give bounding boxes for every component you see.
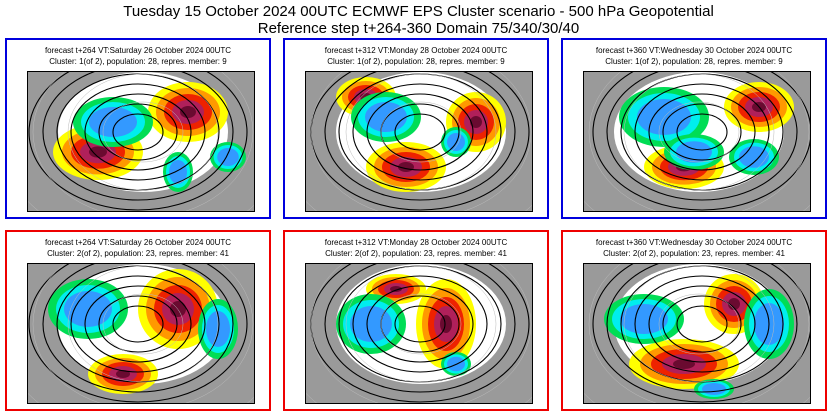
cluster-label: Cluster: 2(of 2), population: 23, repres… <box>325 249 507 258</box>
geopotential-contour <box>662 295 742 353</box>
panel-cluster2-t360: forecast t+360 VT:Wednesday 30 October 2… <box>561 230 827 411</box>
negative-anomaly-shading <box>620 304 668 334</box>
geopotential-contour <box>112 113 164 151</box>
latitude-gridline <box>623 265 775 383</box>
geopotential-map <box>27 71 255 212</box>
cluster-label: Cluster: 2(of 2), population: 23, repres… <box>603 249 785 258</box>
forecast-label: forecast t+360 VT:Wednesday 30 October 2… <box>595 238 793 247</box>
page-title: Tuesday 15 October 2024 00UTC ECMWF EPS … <box>123 3 714 20</box>
negative-anomaly-shading <box>217 148 239 166</box>
panel-cluster1-t312: forecast t+312 VT:Monday 28 October 2024… <box>283 38 549 219</box>
negative-anomaly-shading <box>350 306 392 342</box>
geopotential-contour <box>98 103 178 161</box>
latitude-gridline <box>345 265 497 383</box>
geopotential-contour <box>606 72 798 201</box>
positive-anomaly-shading <box>390 286 402 292</box>
geopotential-contour <box>676 305 728 343</box>
negative-anomaly-shading <box>89 107 137 137</box>
map-canvas <box>28 264 254 403</box>
negative-anomaly-shading <box>702 383 726 395</box>
geopotential-map <box>305 71 533 212</box>
forecast-label: forecast t+312 VT:Monday 28 October 2024… <box>324 46 508 55</box>
geopotential-contour <box>634 275 770 373</box>
cluster-label: Cluster: 1(of 2), population: 28, repres… <box>605 57 783 66</box>
forecast-label: forecast t+312 VT:Monday 28 October 2024… <box>324 238 508 247</box>
latitude-gridline <box>623 73 775 191</box>
latitude-gridline <box>102 293 184 355</box>
map-canvas <box>306 264 532 403</box>
geopotential-contour <box>592 72 810 211</box>
latitude-gridline <box>310 264 532 403</box>
geopotential-map <box>305 263 533 404</box>
latitude-gridline <box>380 293 462 355</box>
geopotential-contour <box>70 275 206 373</box>
geopotential-contour <box>592 264 810 403</box>
geopotential-contour <box>324 72 516 201</box>
geopotential-contour <box>676 113 728 151</box>
panel-cluster2-t312: forecast t+312 VT:Monday 28 October 2024… <box>283 230 549 411</box>
latitude-gridline <box>32 264 254 403</box>
geopotential-contour <box>28 264 248 403</box>
panel-cluster1-t264: forecast t+264 VT:Saturday 26 October 20… <box>5 38 271 219</box>
geopotential-contour <box>84 93 192 171</box>
panel-cluster1-t360: forecast t+360 VT:Wednesday 30 October 2… <box>561 38 827 219</box>
geopotential-contour <box>394 305 446 343</box>
geopotential-contour <box>324 264 516 393</box>
geopotential-contour <box>42 264 234 393</box>
latitude-gridline <box>310 72 532 211</box>
latitude-gridline <box>588 264 810 403</box>
geopotential-contour <box>112 305 164 343</box>
geopotential-contour <box>42 72 234 201</box>
positive-anomaly-shading <box>470 116 482 128</box>
latitude-gridline <box>380 101 462 163</box>
cluster-label: Cluster: 1(of 2), population: 28, repres… <box>327 57 505 66</box>
map-canvas <box>306 72 532 211</box>
panel-cluster2-t264: forecast t+264 VT:Saturday 26 October 20… <box>5 230 271 411</box>
latitude-gridline <box>658 101 740 163</box>
cluster-label: Cluster: 2(of 2), population: 23, repres… <box>47 249 229 258</box>
cluster-label: Cluster: 1(of 2), population: 28, repres… <box>49 57 227 66</box>
geopotential-contour <box>366 285 474 363</box>
geopotential-contour <box>352 275 488 373</box>
geopotential-contour <box>648 93 756 171</box>
geopotential-map <box>583 71 811 212</box>
forecast-label: forecast t+264 VT:Saturday 26 October 20… <box>44 238 232 247</box>
map-canvas <box>584 264 810 403</box>
positive-anomaly-shading <box>728 298 740 310</box>
geopotential-map <box>27 263 255 404</box>
geopotential-contour <box>98 295 178 353</box>
positive-anomaly-shading <box>116 370 130 378</box>
geopotential-map <box>583 263 811 404</box>
latitude-gridline <box>588 72 810 211</box>
geopotential-contour <box>70 83 206 181</box>
latitude-gridline <box>658 293 740 355</box>
geopotential-contour <box>28 72 248 211</box>
latitude-gridline <box>67 265 219 383</box>
positive-anomaly-shading <box>180 106 196 118</box>
geopotential-contour <box>366 93 474 171</box>
geopotential-contour <box>648 285 756 363</box>
forecast-label: forecast t+264 VT:Saturday 26 October 20… <box>44 46 232 55</box>
geopotential-contour <box>84 285 192 363</box>
geopotential-contour <box>394 113 446 151</box>
negative-anomaly-shading <box>739 146 769 168</box>
geopotential-contour <box>352 83 488 181</box>
positive-anomaly-shading <box>673 359 695 369</box>
map-canvas <box>584 72 810 211</box>
latitude-gridline <box>102 101 184 163</box>
geopotential-contour <box>634 83 770 181</box>
latitude-gridline <box>67 73 219 191</box>
positive-anomaly-shading <box>89 146 107 158</box>
latitude-gridline <box>32 72 254 211</box>
geopotential-contour <box>606 264 798 393</box>
page-subtitle: Reference step t+264-360 Domain 75/340/3… <box>257 20 580 37</box>
forecast-label: forecast t+360 VT:Wednesday 30 October 2… <box>595 46 793 55</box>
negative-anomaly-shading <box>169 160 187 184</box>
map-canvas <box>28 72 254 211</box>
geopotential-contour <box>662 103 742 161</box>
latitude-gridline <box>345 73 497 191</box>
positive-anomaly-shading <box>440 315 452 333</box>
